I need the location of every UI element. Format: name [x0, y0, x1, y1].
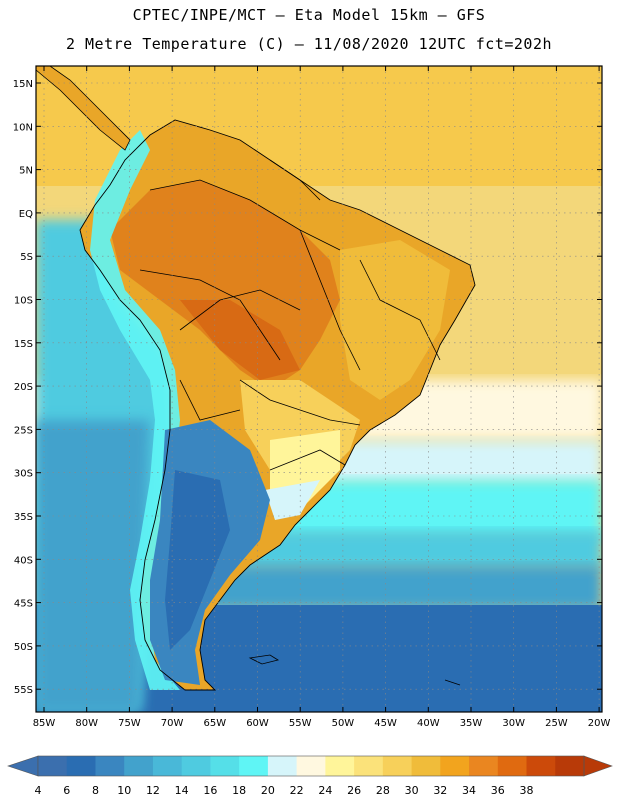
lon-label: 60W — [246, 718, 269, 729]
colorbar-label: 10 — [117, 784, 131, 797]
central-america — [36, 66, 131, 151]
colorbar: 4 6 8 10 12 14 16 18 20 22 24 26 28 30 32 34 36 38 — [7, 755, 613, 797]
colorbar-label: 14 — [175, 784, 189, 797]
lon-label: 55W — [289, 718, 312, 729]
colorbar-swatch — [181, 756, 211, 776]
colorbar-label: 8 — [92, 784, 99, 797]
colorbar-label: 38 — [520, 784, 534, 797]
lon-label: 65W — [203, 718, 226, 729]
longitude-labels: 85W 80W 75W 70W 65W 60W 55W 50W 45W 40W 35W 30W 25W 2… — [33, 718, 611, 729]
lat-label: 10S — [14, 296, 33, 307]
colorbar-swatch — [210, 756, 240, 776]
lat-label: 20S — [14, 382, 33, 393]
map-frame — [35, 65, 603, 713]
latitude-labels: 15N 10N 5N EQ 5S 10S 15S 20S 25S 30S 35S 40S 45S 50S 5… — [13, 79, 33, 696]
coastline — [79, 119, 476, 691]
lat-label: 35S — [14, 512, 33, 523]
lat-label: 15N — [13, 79, 33, 90]
colorbar-label: 32 — [433, 784, 447, 797]
lat-label: 45S — [14, 599, 33, 610]
colorbar-swatch — [526, 756, 556, 776]
colorbar-swatch — [239, 756, 269, 776]
lat-label: 5S — [20, 252, 33, 263]
colorbar-swatch — [267, 756, 298, 776]
colorbar-label: 18 — [232, 784, 246, 797]
colorbar-label: 30 — [405, 784, 419, 797]
colorbar-swatch — [440, 756, 470, 776]
colorbar-swatch — [497, 756, 528, 776]
colorbar-label: 24 — [318, 784, 332, 797]
colorbar-label: 22 — [290, 784, 304, 797]
colorbar-swatch — [382, 756, 413, 776]
lon-label: 70W — [161, 718, 184, 729]
lon-label: 30W — [502, 718, 525, 729]
colorbar-swatch — [411, 756, 441, 776]
colorbar-label: 6 — [63, 784, 70, 797]
lon-label: 40W — [417, 718, 440, 729]
lat-label: EQ — [19, 209, 33, 220]
title-line-1: CPTEC/INPE/MCT – Eta Model 15km – GFS — [132, 6, 486, 24]
lat-label: 55S — [14, 685, 33, 696]
colorbar-label: 12 — [146, 784, 160, 797]
colorbar-swatch — [354, 756, 384, 776]
colorbar-label: 20 — [261, 784, 275, 797]
lat-label: 15S — [14, 339, 33, 350]
colorbar-high-arrow — [583, 755, 613, 777]
colorbar-label: 34 — [462, 784, 476, 797]
grid — [36, 66, 602, 712]
colorbar-label: 4 — [35, 784, 42, 797]
colorbar-label: 36 — [491, 784, 505, 797]
colorbar-swatch — [296, 756, 326, 776]
colorbar-swatch — [152, 756, 183, 776]
colorbar-label: 16 — [203, 784, 217, 797]
colorbar-swatch — [469, 756, 499, 776]
lon-label: 85W — [33, 718, 56, 729]
colorbar-swatch — [325, 756, 355, 776]
colorbar-swatch — [124, 756, 154, 776]
lon-label: 25W — [545, 718, 568, 729]
lon-label: 35W — [460, 718, 483, 729]
country-borders — [139, 159, 441, 471]
lat-label: 50S — [14, 642, 33, 653]
title-line-2: 2 Metre Temperature (C) – 11/08/2020 12U… — [65, 35, 553, 53]
colorbar-label: 28 — [376, 784, 390, 797]
lat-label: 40S — [14, 555, 33, 566]
colorbar-swatch — [38, 756, 68, 776]
lon-label: 45W — [374, 718, 397, 729]
colorbar-low-arrow — [7, 755, 39, 777]
map-field — [36, 66, 602, 712]
lon-label: 80W — [75, 718, 98, 729]
lat-label: 25S — [14, 425, 33, 436]
colorbar-swatch — [66, 756, 96, 776]
lat-label: 10N — [13, 122, 33, 133]
colorbar-label: 26 — [347, 784, 361, 797]
lat-label: 30S — [14, 469, 33, 480]
colorbar-swatch — [95, 756, 125, 776]
lon-label: 75W — [118, 718, 141, 729]
lon-label: 20W — [588, 718, 611, 729]
lon-label: 50W — [332, 718, 355, 729]
colorbar-swatch — [555, 756, 585, 776]
lat-label: 5N — [19, 166, 33, 177]
